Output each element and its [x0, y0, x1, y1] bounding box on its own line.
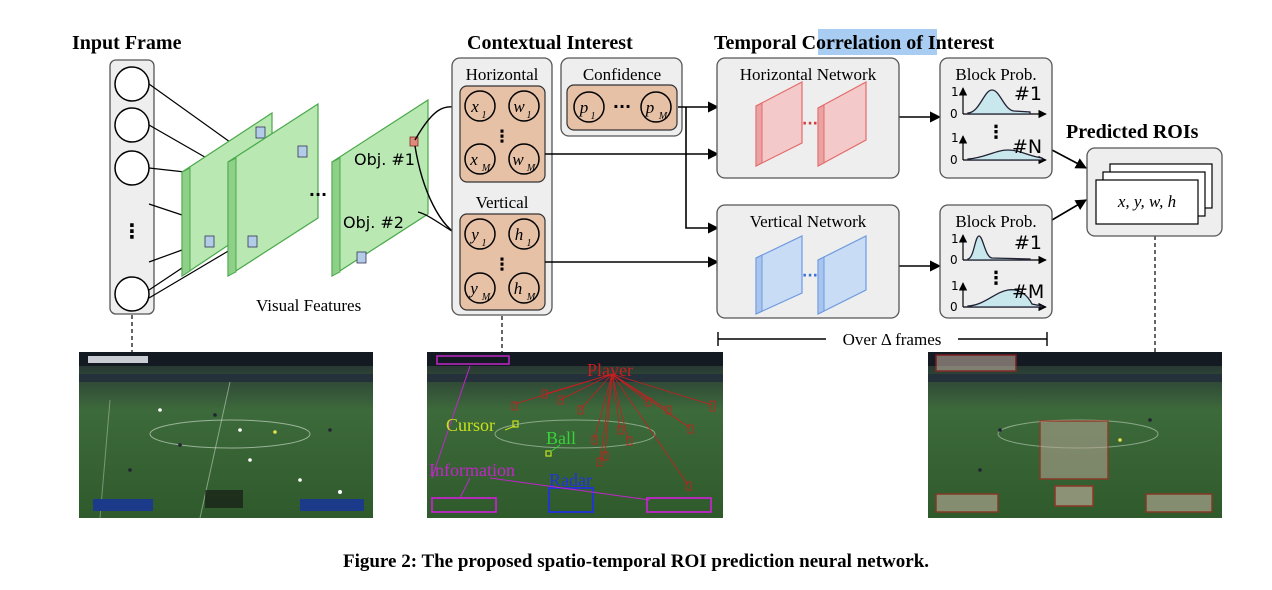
svg-text:p: p	[579, 98, 589, 117]
annotation-radar: Radar	[549, 470, 592, 490]
confidence-label: Confidence	[583, 65, 661, 84]
svg-text:1: 1	[527, 110, 532, 121]
svg-text:1: 1	[951, 232, 959, 246]
svg-text:0: 0	[950, 300, 958, 314]
feature-map	[227, 102, 319, 278]
annotation-ball: Ball	[546, 428, 576, 448]
node-hm: h M	[508, 272, 540, 304]
heading-contextual-interest: Contextual Interest	[467, 32, 633, 54]
node-xm: x M	[464, 143, 496, 175]
svg-text:#1: #1	[1014, 83, 1042, 105]
vertical-label: Vertical	[476, 193, 529, 212]
input-screenshot	[79, 352, 373, 519]
svg-text:M: M	[658, 111, 668, 122]
block-prob-h-vdots: ⋮	[987, 122, 1005, 143]
horizontal-vdots: ⋮	[494, 127, 511, 147]
svg-text:M: M	[526, 292, 536, 303]
figure-caption: Figure 2: The proposed spatio-temporal R…	[343, 551, 929, 572]
svg-text:1: 1	[527, 238, 532, 249]
node-w1: w 1	[508, 90, 540, 122]
input-layer: ⋮	[109, 59, 155, 315]
roi-output-card	[1095, 179, 1199, 225]
node-pm: p M	[640, 91, 672, 123]
input-node	[114, 276, 150, 312]
heading-input-frame: Input Frame	[72, 32, 182, 54]
over-frames-bracket	[717, 332, 1048, 346]
svg-text:···: ···	[802, 116, 818, 132]
svg-text:0: 0	[950, 107, 958, 121]
feature-map	[331, 98, 429, 278]
block-prob-vertical-panel	[939, 204, 1053, 319]
node-h1: h 1	[508, 218, 540, 250]
svg-text:x: x	[470, 97, 479, 116]
input-connections	[148, 83, 231, 299]
horizontal-network-layers: ···	[755, 80, 867, 168]
svg-text:#1: #1	[1014, 232, 1042, 254]
svg-text:0: 0	[950, 253, 958, 267]
svg-text:1: 1	[951, 279, 959, 293]
obj1-label: Obj. #1	[354, 150, 415, 169]
over-frames-label: Over Δ frames	[843, 330, 942, 349]
visual-features-label: Visual Features	[256, 296, 361, 315]
svg-text:···: ···	[802, 268, 818, 284]
svg-text:M: M	[526, 163, 536, 174]
roi-coordinates: x, y, w, h	[1117, 192, 1176, 211]
obj2-label: Obj. #2	[343, 213, 404, 232]
annotation-cursor: Cursor	[446, 415, 495, 435]
vertical-vdots: ⋮	[494, 255, 511, 275]
input-node	[114, 66, 150, 102]
svg-text:1: 1	[591, 111, 596, 122]
horizontal-label: Horizontal	[466, 65, 539, 84]
heading-predicted-rois: Predicted ROIs	[1066, 121, 1199, 143]
annotation-player: Player	[587, 360, 633, 380]
svg-text:M: M	[481, 292, 491, 303]
feature-map-ellipsis: ...	[309, 181, 327, 200]
svg-text:h: h	[514, 279, 523, 298]
roi-screenshot	[928, 352, 1222, 518]
svg-text:1: 1	[482, 238, 487, 249]
input-node	[114, 107, 150, 143]
node-wm: w M	[508, 143, 540, 175]
block-prob-v-vdots: ⋮	[987, 268, 1005, 289]
confidence-dots: ···	[613, 97, 631, 116]
input-node	[114, 150, 150, 186]
vertical-network-label: Vertical Network	[750, 212, 867, 231]
svg-text:y: y	[469, 225, 479, 244]
node-p1: p 1	[573, 91, 605, 123]
flow-arrows	[545, 101, 1087, 272]
svg-text:x: x	[469, 150, 478, 169]
input-ellipsis: ⋮	[122, 219, 142, 243]
svg-text:#N: #N	[1012, 136, 1042, 158]
block-prob-horizontal-panel	[939, 57, 1053, 179]
svg-text:p: p	[645, 98, 655, 117]
svg-text:w: w	[513, 97, 525, 116]
block-prob-v-plot-top: 1 0 #1	[950, 232, 1047, 267]
node-y1: y 1	[464, 218, 496, 250]
vertical-network-layers: ···	[755, 235, 867, 315]
heading-temporal-correlation: Temporal Correlation of Interest	[714, 32, 994, 54]
svg-text:w: w	[512, 150, 524, 169]
svg-text:h: h	[515, 225, 524, 244]
svg-text:1: 1	[951, 85, 959, 99]
block-prob-h-plot-top: 1 0 #1	[950, 83, 1047, 121]
svg-text:#M: #M	[1012, 281, 1044, 303]
node-x1: x 1	[464, 90, 496, 122]
block-prob-v-plot-bottom: 1 0 #M	[950, 279, 1047, 314]
svg-text:1: 1	[482, 110, 487, 121]
svg-text:0: 0	[950, 153, 958, 167]
correlation-highlight	[818, 29, 937, 55]
block-prob-horizontal-title: Block Prob.	[955, 65, 1036, 84]
node-ym: y M	[464, 272, 496, 304]
annotation-information: Information	[429, 460, 515, 480]
svg-text:y: y	[468, 279, 478, 298]
svg-text:M: M	[481, 163, 491, 174]
annotated-screenshot: Player Cursor Ball Information Radar	[427, 352, 723, 518]
block-prob-vertical-title: Block Prob.	[955, 212, 1036, 231]
block-prob-h-plot-bottom: 1 0 #N	[950, 131, 1047, 167]
svg-text:1: 1	[951, 131, 959, 145]
feature-maps: ...	[181, 98, 429, 278]
horizontal-network-label: Horizontal Network	[740, 65, 877, 84]
